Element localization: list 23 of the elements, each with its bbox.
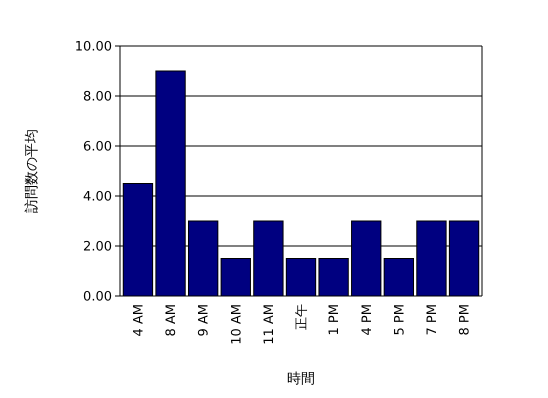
x-tick-label: 4 PM	[360, 304, 375, 336]
y-tick-label: 10.00	[74, 40, 112, 55]
y-axis-title: 訪問数の平均	[24, 129, 40, 213]
bar	[384, 258, 414, 296]
x-tick-label: 8 AM	[164, 304, 180, 337]
x-tick-label: 8 PM	[458, 304, 473, 336]
x-tick-label: 5 PM	[392, 304, 408, 336]
bar	[220, 258, 251, 296]
y-tick-label: 2.00	[83, 240, 112, 255]
bar	[318, 258, 349, 296]
x-tick-label: 7 PM	[425, 304, 440, 336]
y-tick-label: 4.00	[83, 190, 112, 205]
x-tick-label: 1 PM	[327, 304, 342, 336]
x-tick-label: 10 AM	[229, 304, 244, 345]
x-tick-label: 4 AM	[131, 304, 146, 337]
x-tick-label: 正午	[294, 304, 310, 330]
bar	[286, 258, 316, 296]
x-tick-label: 9 AM	[196, 304, 212, 337]
y-tick-label: 8.00	[83, 90, 112, 105]
y-tick-label: 0.00	[83, 290, 112, 305]
y-tick-label: 6.00	[83, 140, 112, 155]
x-axis-title: 時間	[287, 371, 315, 387]
x-tick-label: 11 AM	[262, 304, 277, 345]
